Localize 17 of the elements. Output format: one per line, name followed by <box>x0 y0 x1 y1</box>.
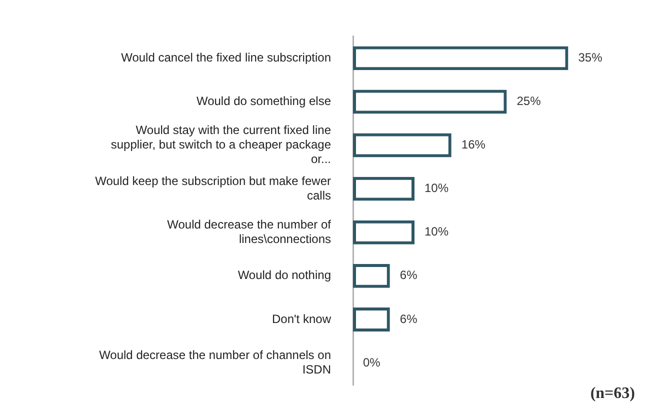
y-tick-label: Would keep the subscription but make fewer calls <box>95 174 331 202</box>
data-label: 10% <box>424 224 449 239</box>
data-label: 25% <box>516 94 542 108</box>
y-tick-label: Would decrease the number of channels on ISDN <box>99 348 331 377</box>
y-tick-label: Would do something else <box>196 94 332 108</box>
y-tick-label: Would cancel the fixed line subscription <box>121 50 331 64</box>
data-label: 10% <box>424 181 449 196</box>
data-label: 6% <box>400 268 418 282</box>
y-tick-label: Would do nothing <box>238 268 331 282</box>
y-tick-label: Would stay with the current fixed line supplier, but switch to a cheaper package or... <box>110 123 332 166</box>
y-tick-label: Don't know <box>272 312 332 326</box>
data-label: 6% <box>400 312 418 326</box>
text: (n=63) <box>590 385 635 402</box>
data-label: 16% <box>461 138 486 152</box>
y-tick-label: Would decrease the number of lines\connections <box>167 217 332 246</box>
data-label: 35% <box>578 50 603 64</box>
data-label: 0% <box>363 355 381 370</box>
